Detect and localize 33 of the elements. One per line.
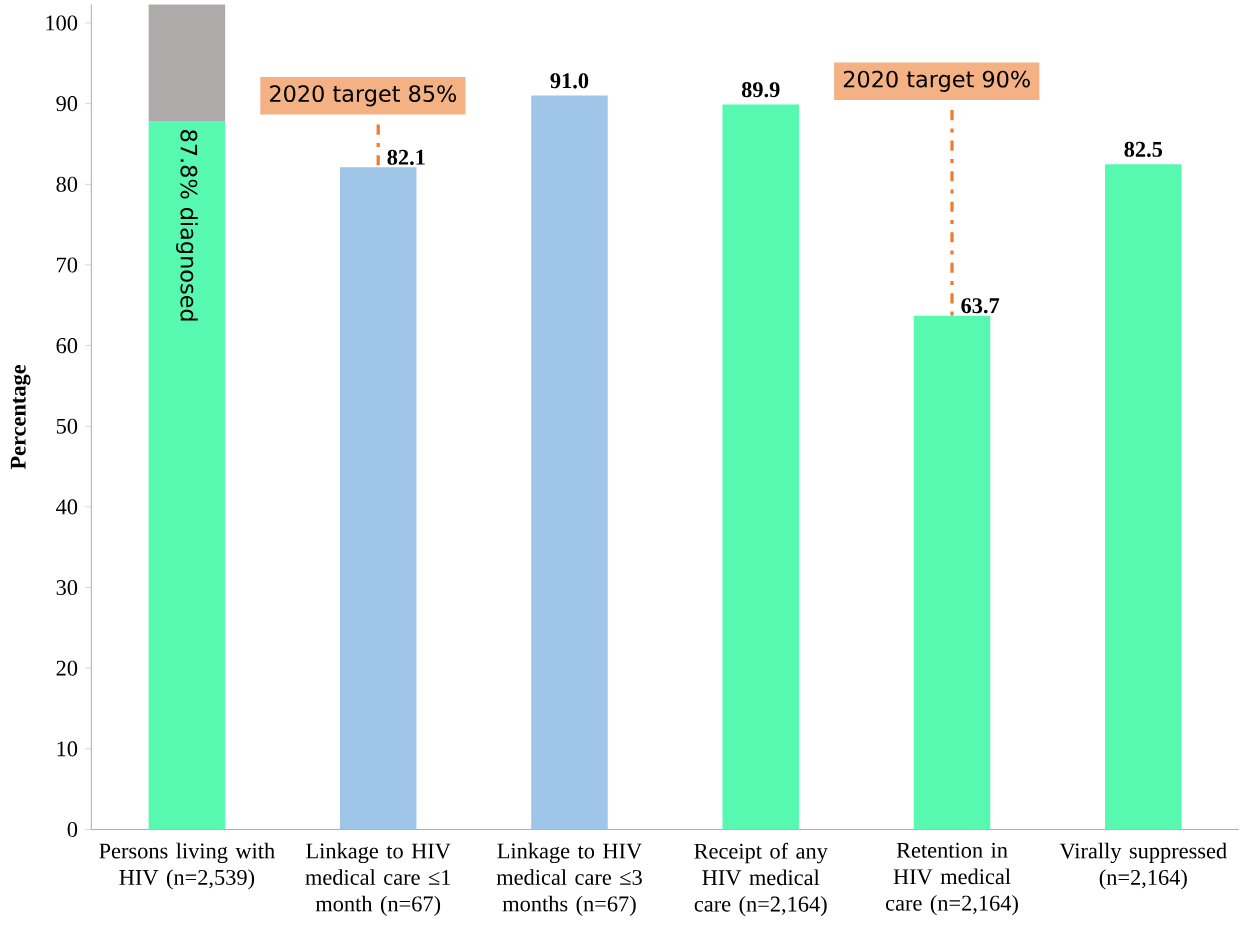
data-label: 89.9: [741, 82, 780, 98]
x-tick-label: Receipt of any HIV medical care (n=2,164): [694, 842, 828, 917]
y-tick-label: 50: [56, 418, 78, 434]
y-tick-label: 30: [56, 579, 78, 596]
data-label: 91.0: [550, 73, 589, 89]
y-tick-label: 60: [56, 338, 78, 354]
annotation: 2020 target 90%: [843, 70, 1030, 92]
y-tick-label: 10: [57, 741, 78, 757]
bar: [531, 95, 608, 830]
data-label: 82.1: [387, 149, 425, 165]
x-tick-label: Linkage to HIV medical care ≤1 month (n=67): [305, 842, 451, 916]
y-tick-label: 70: [57, 257, 78, 273]
bar: [339, 167, 417, 830]
y-tick-label: 90: [56, 96, 78, 112]
annotation: 87.8% diagnosed: [176, 130, 198, 321]
y-tick-label: 40: [56, 499, 78, 515]
y-tick-label: 0: [67, 821, 78, 838]
bar: [913, 315, 991, 830]
bar: [1105, 164, 1182, 830]
bar: [148, 4, 226, 122]
x-tick-label: Virally suppressed (n=2,164): [1059, 842, 1227, 890]
x-tick-label: Persons living with HIV (n=2,539): [99, 842, 275, 890]
annotation: 2020 target 85%: [270, 85, 457, 107]
bar: [148, 121, 226, 830]
data-label: 63.7: [961, 298, 1000, 314]
y-tick-label: 80: [56, 176, 78, 192]
data-label: 82.5: [1124, 141, 1163, 157]
bar: [722, 104, 799, 830]
y-axis-title: Percentage: [10, 364, 31, 470]
x-tick-label: Linkage to HIV medical care ≤3 months (n=67): [496, 842, 642, 916]
y-tick-label: 100: [46, 15, 78, 31]
y-tick-label: 20: [56, 660, 78, 676]
x-tick-label: Retention in HIV medical care (n=2,164): [886, 842, 1018, 916]
